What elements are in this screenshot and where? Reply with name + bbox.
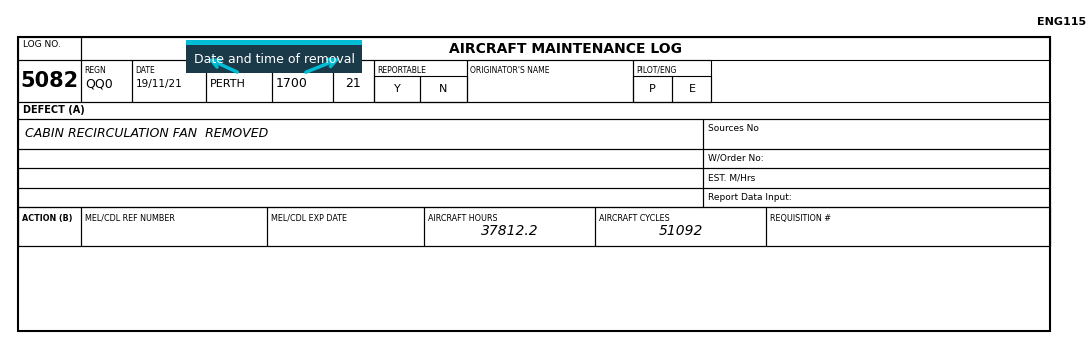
Bar: [132, 60, 206, 102]
Text: 37812.2: 37812.2: [481, 224, 538, 238]
Text: REQUISITION #: REQUISITION #: [771, 214, 832, 223]
Bar: [267, 207, 424, 246]
Bar: [206, 60, 272, 102]
Bar: [703, 149, 1050, 168]
Text: 19/11/21: 19/11/21: [136, 79, 183, 89]
Text: PORT: PORT: [208, 66, 229, 75]
Text: ATA: ATA: [336, 66, 350, 75]
Bar: [82, 60, 132, 102]
Bar: [17, 207, 82, 246]
Text: MEL/CDL EXP DATE: MEL/CDL EXP DATE: [271, 214, 347, 223]
Bar: [673, 76, 712, 102]
Text: PERTH: PERTH: [209, 79, 245, 89]
Text: DEFECT (A): DEFECT (A): [23, 105, 84, 116]
Text: LOG NO.: LOG NO.: [23, 40, 60, 49]
Bar: [82, 37, 1050, 60]
Bar: [186, 40, 362, 45]
Bar: [703, 188, 1050, 207]
FancyArrowPatch shape: [306, 59, 337, 72]
Text: Y: Y: [393, 84, 400, 94]
FancyArrowPatch shape: [211, 60, 238, 72]
Bar: [272, 60, 332, 102]
Text: TIME: TIME: [275, 66, 293, 75]
Text: REPORTABLE: REPORTABLE: [377, 66, 426, 75]
Bar: [467, 60, 633, 102]
Bar: [17, 102, 1050, 119]
Text: EST. M/Hrs: EST. M/Hrs: [707, 173, 754, 183]
Bar: [633, 76, 673, 102]
Text: 1700: 1700: [276, 77, 307, 90]
Text: 51092: 51092: [658, 224, 703, 238]
Text: AIRCRAFT CYCLES: AIRCRAFT CYCLES: [598, 214, 669, 223]
Text: CABIN RECIRCULATION FAN  REMOVED: CABIN RECIRCULATION FAN REMOVED: [25, 127, 269, 140]
Text: AIRCRAFT HOURS: AIRCRAFT HOURS: [427, 214, 497, 223]
Bar: [374, 76, 421, 102]
Bar: [421, 76, 467, 102]
Bar: [703, 119, 1050, 149]
Text: ENG115: ENG115: [1038, 17, 1087, 27]
Bar: [17, 37, 1050, 331]
Text: DATE: DATE: [135, 66, 155, 75]
Bar: [82, 207, 267, 246]
Text: W/Order No:: W/Order No:: [707, 154, 763, 163]
Text: 5082: 5082: [21, 71, 78, 91]
Text: ACTION (B): ACTION (B): [22, 214, 72, 223]
Bar: [17, 60, 82, 102]
Bar: [374, 60, 467, 102]
Bar: [17, 207, 1050, 246]
Bar: [332, 60, 374, 102]
Bar: [595, 207, 766, 246]
Bar: [17, 37, 82, 60]
Bar: [17, 149, 703, 168]
Text: MEL/CDL REF NUMBER: MEL/CDL REF NUMBER: [85, 214, 175, 223]
Text: E: E: [689, 84, 695, 94]
Text: 21: 21: [346, 77, 361, 90]
Text: Report Data Input:: Report Data Input:: [707, 193, 791, 202]
Text: Sources No: Sources No: [707, 125, 759, 134]
Text: PILOT/ENG: PILOT/ENG: [637, 66, 677, 75]
Bar: [17, 188, 703, 207]
Bar: [17, 168, 703, 188]
Text: N: N: [439, 84, 448, 94]
Bar: [186, 40, 362, 73]
Bar: [633, 60, 712, 102]
Bar: [766, 207, 1050, 246]
Text: Date and time of removal: Date and time of removal: [194, 52, 354, 66]
Bar: [17, 119, 703, 149]
Text: ORIGINATOR'S NAME: ORIGINATOR'S NAME: [470, 66, 549, 75]
Text: QQ0: QQ0: [85, 77, 113, 90]
Bar: [703, 168, 1050, 188]
Text: P: P: [650, 84, 656, 94]
Text: REGN: REGN: [84, 66, 106, 75]
Text: AIRCRAFT MAINTENANCE LOG: AIRCRAFT MAINTENANCE LOG: [449, 42, 682, 56]
Bar: [424, 207, 595, 246]
